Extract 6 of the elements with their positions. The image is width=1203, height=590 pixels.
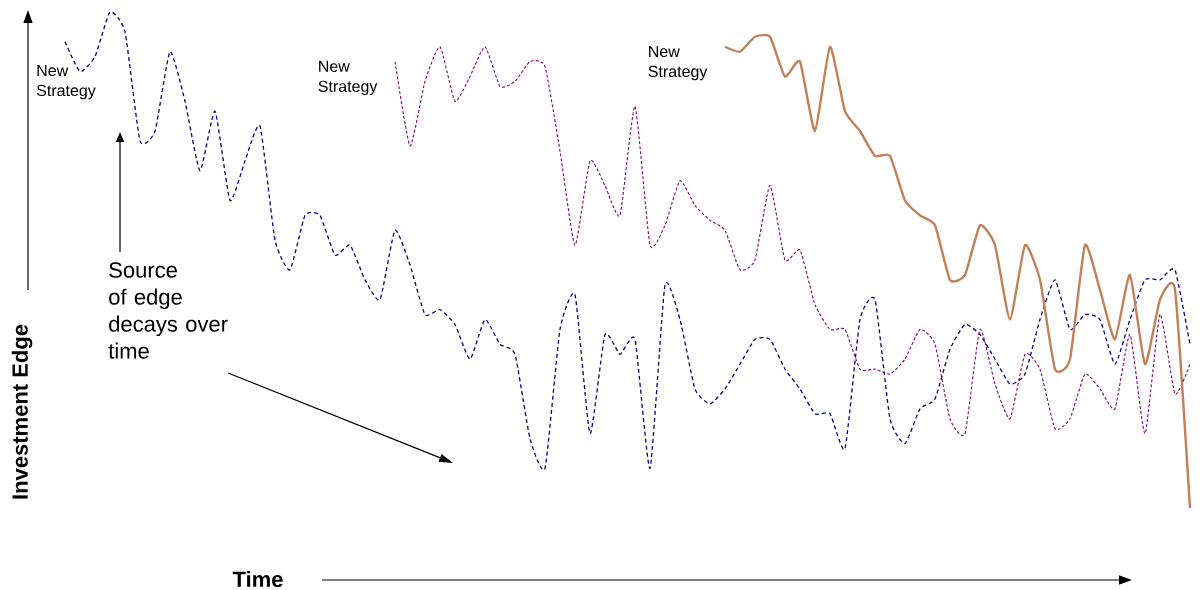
x-axis-title: Time (232, 570, 283, 588)
annotation: New Strategy (36, 64, 96, 100)
annotation: New Strategy (648, 45, 708, 81)
annotation: Source of edge decays over time (108, 262, 228, 359)
annotation: New Strategy (318, 60, 378, 96)
y-axis-title: Investment Edge (11, 324, 33, 499)
